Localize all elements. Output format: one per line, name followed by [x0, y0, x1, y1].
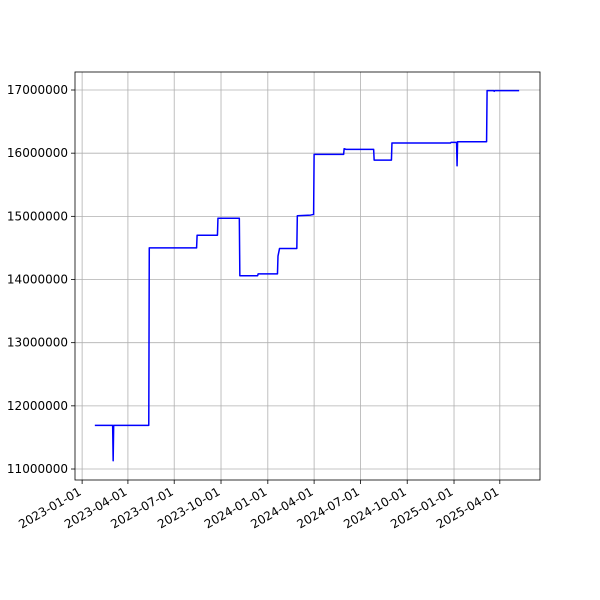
plot-frame — [74, 71, 541, 481]
y-tick-label: 12000000 — [7, 399, 68, 413]
y-tick-label: 14000000 — [7, 273, 68, 287]
y-tick-label: 11000000 — [7, 462, 68, 476]
data-line — [94, 89, 520, 462]
y-tick-label: 16000000 — [7, 146, 68, 160]
y-tick-label: 17000000 — [7, 83, 68, 97]
y-tick-label: 13000000 — [7, 336, 68, 350]
y-tick-label: 15000000 — [7, 209, 68, 223]
